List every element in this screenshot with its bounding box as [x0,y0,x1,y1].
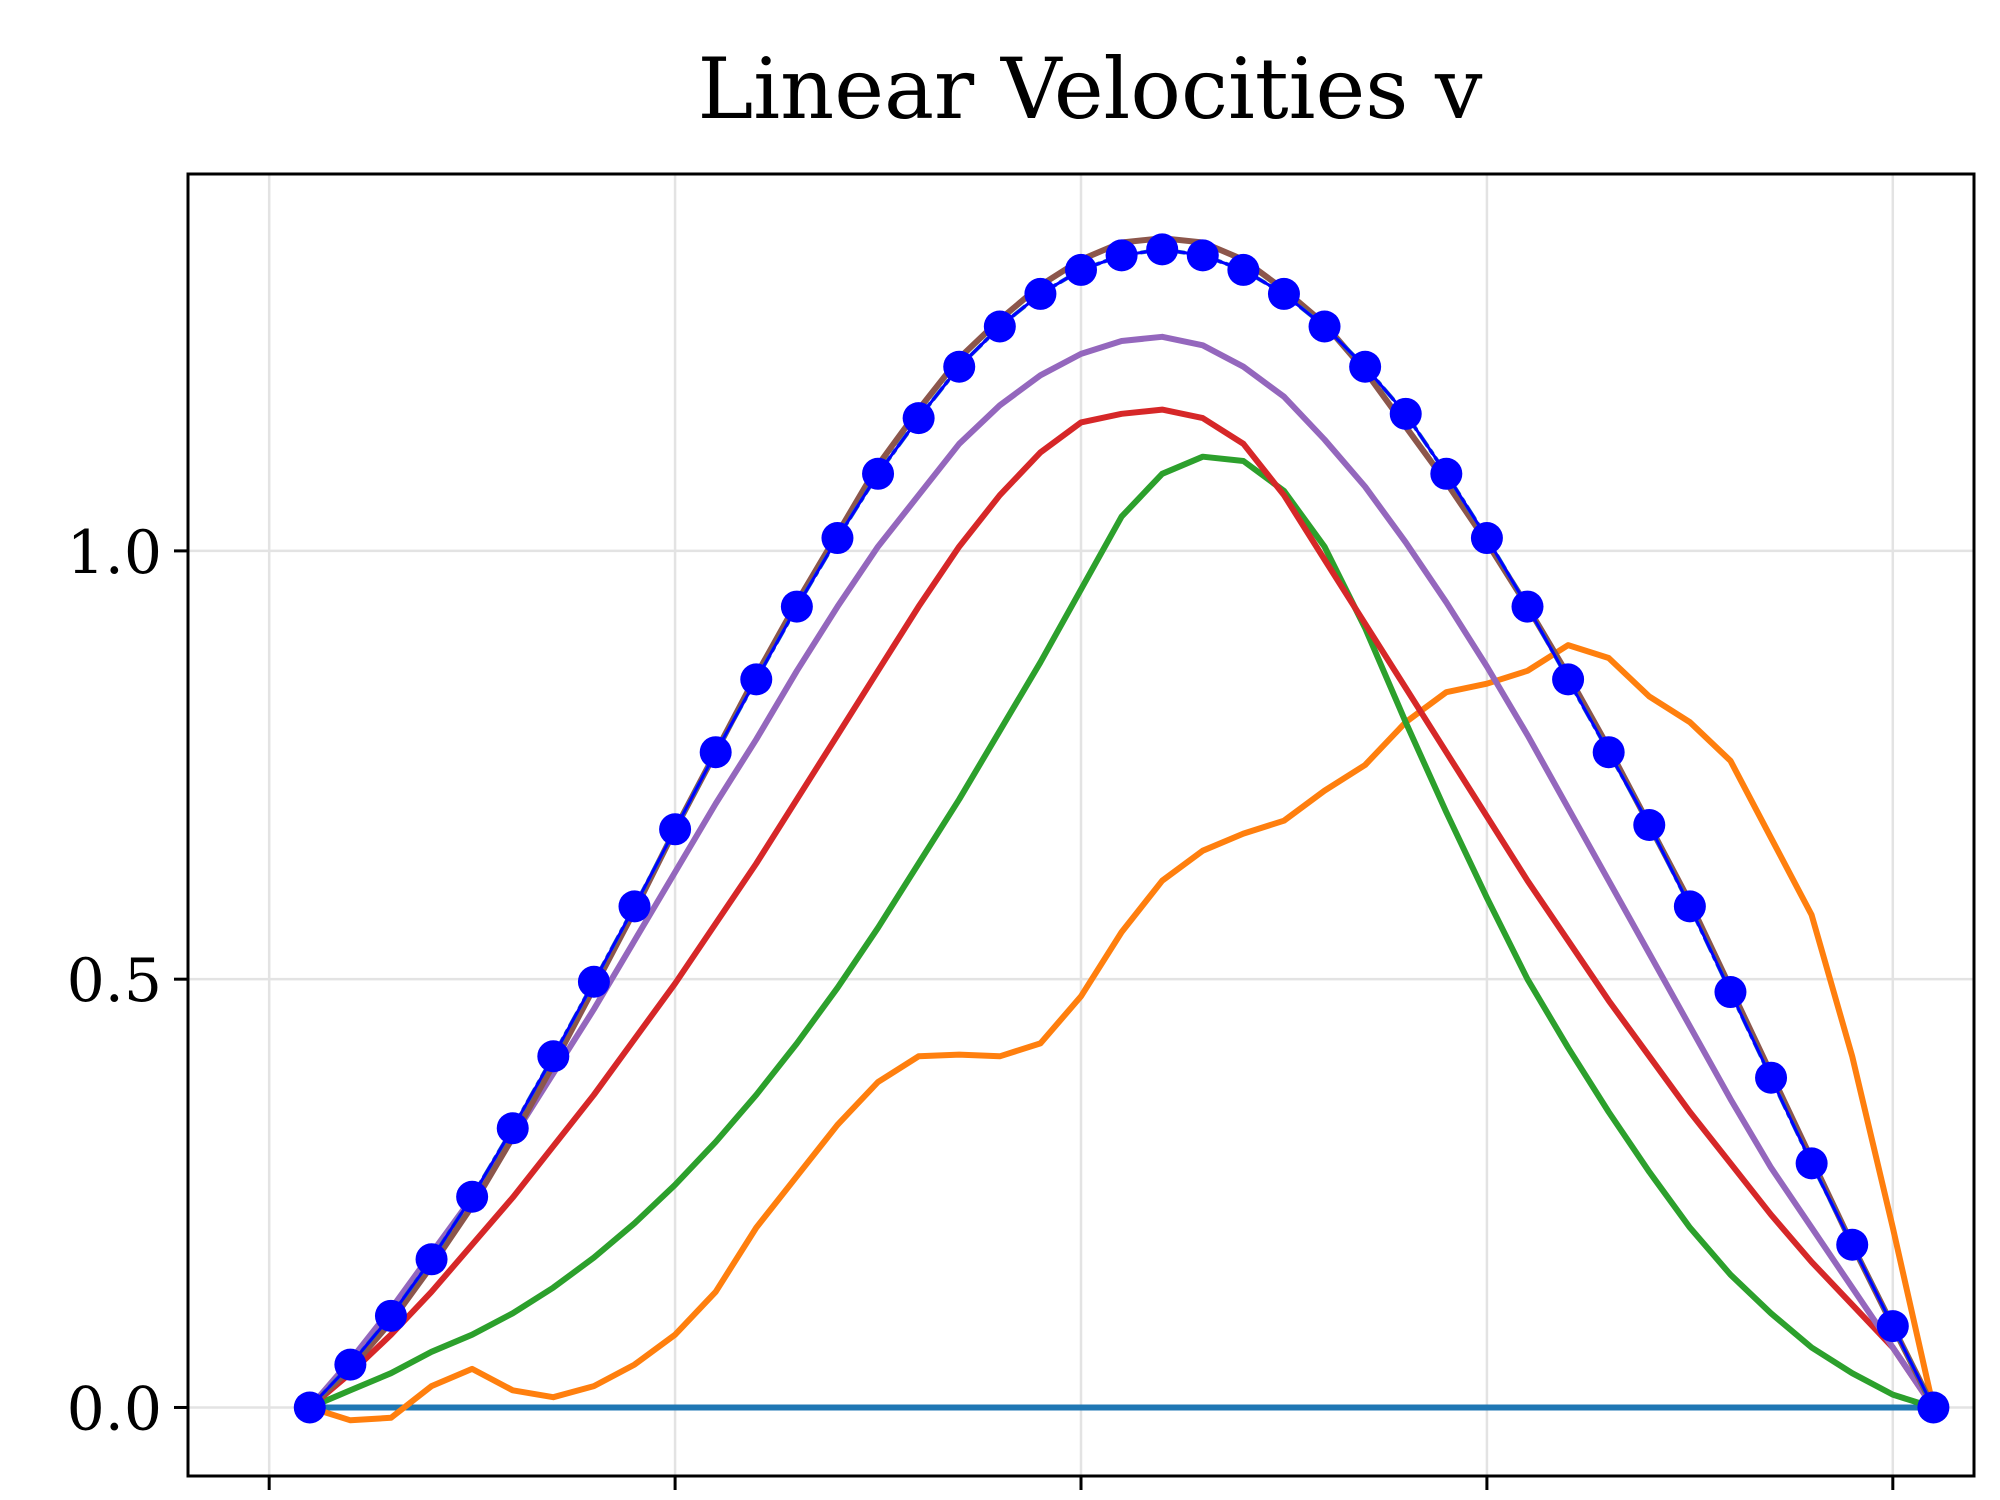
series-point-7-4 [456,1180,489,1213]
series-point-7-22 [1186,239,1219,272]
series-point-7-24 [1267,277,1300,310]
series-point-7-38 [1836,1228,1869,1261]
series-point-7-31 [1552,663,1585,696]
series-point-7-12 [780,590,813,623]
chart-title: Linear Velocities v [698,40,1484,138]
series-point-7-37 [1795,1147,1828,1180]
series-point-7-0 [293,1391,326,1424]
series-point-7-7 [577,965,610,998]
series-point-7-19 [1065,253,1097,286]
series-point-7-6 [537,1040,570,1073]
series-point-7-30 [1511,590,1544,623]
series-point-7-33 [1633,809,1666,841]
series-point-7-40 [1917,1391,1950,1424]
series-point-7-26 [1349,350,1382,383]
series-line-2 [306,453,1937,1411]
series-point-7-29 [1470,522,1503,555]
series-point-7-5 [496,1112,529,1145]
series-point-7-27 [1389,397,1422,430]
y-tick-label-0: 0.0 [67,1374,162,1444]
series-point-7-32 [1592,736,1625,769]
series-line-1 [306,642,1937,1424]
series-point-7-21 [1146,233,1179,266]
series-point-7-13 [821,522,854,555]
series-point-7-8 [618,890,651,923]
series-point-7-28 [1430,457,1463,490]
y-tick-label-2: 1.0 [67,518,162,588]
series-point-7-9 [659,813,692,846]
series-point-7-39 [1876,1310,1909,1343]
marker-group [293,233,1950,1424]
series-point-7-16 [943,350,976,383]
series-point-7-2 [374,1299,407,1332]
y-tick-label-1: 0.5 [67,946,162,1016]
series-point-7-11 [740,663,773,696]
series-point-7-15 [902,402,935,435]
series-point-7-17 [983,310,1016,343]
series-point-7-23 [1227,253,1260,286]
series-point-7-35 [1714,976,1747,1009]
series-point-7-18 [1024,277,1057,310]
series-point-7-14 [862,457,895,490]
series-point-7-20 [1105,239,1138,272]
axis-ticks: 0.0 0.5 1.0 [67,518,1895,1490]
series-point-7-10 [699,736,732,769]
series-point-7-25 [1308,310,1341,343]
series-point-7-1 [334,1348,367,1381]
series-line-3 [306,406,1937,1411]
series-point-7-34 [1673,890,1706,923]
series-point-7-36 [1755,1061,1788,1094]
series-line-4 [306,333,1937,1411]
series-point-7-3 [415,1243,448,1276]
